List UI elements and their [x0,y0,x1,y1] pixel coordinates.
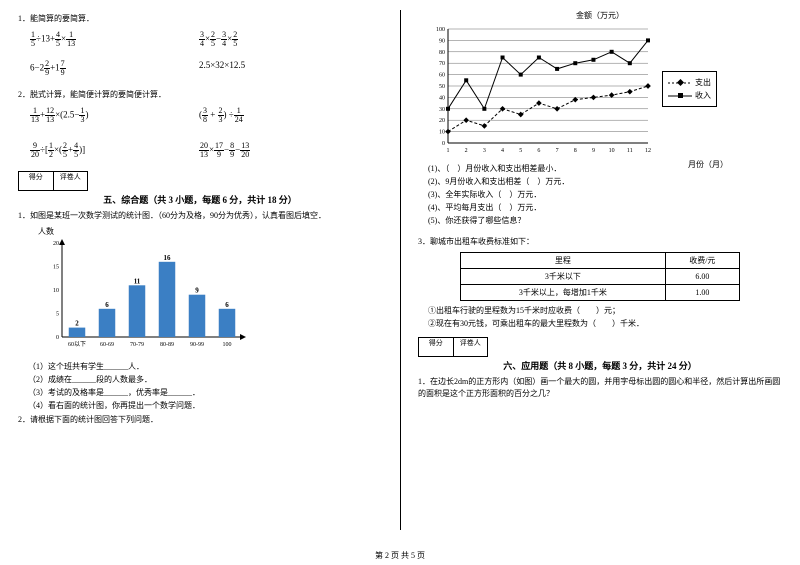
expr-2d: 2013×179−89−1320 [199,142,368,159]
svg-text:90: 90 [439,38,445,44]
expr-1b: 34×25−34×25 [199,31,368,48]
q2-title: 2．脱式计算，能简便计算的要简便计算． [18,89,382,101]
line-x-title: 月份（月） [688,159,728,170]
r0c1: 6.00 [665,269,739,285]
svg-text:11: 11 [134,277,141,285]
svg-text:4: 4 [501,148,504,154]
expr-2a: 113+1213×(2.5−13) [30,107,199,124]
svg-text:2: 2 [75,320,79,328]
svg-text:1: 1 [447,148,450,154]
svg-text:6: 6 [537,148,540,154]
svg-text:40: 40 [439,95,445,101]
r1c0: 3千米以上，每增加1千米 [461,285,666,301]
grader-label: 评卷人 [54,172,88,190]
svg-text:80-89: 80-89 [160,342,174,348]
legend: 支出 收入 [662,71,717,107]
grader-label-6: 评卷人 [454,338,488,356]
svg-text:60: 60 [439,73,445,79]
svg-text:9: 9 [592,148,595,154]
expr-1c: 6−229+179 [30,60,199,77]
r1c1: 1.00 [665,285,739,301]
line-sub-a: (1)、（ ）月份收入和支出相差最小． [428,163,782,174]
line-sub-c: (3)、全年实际收入（ ）万元． [428,189,782,200]
expr-2b: (38 + 23) ÷124 [199,107,368,124]
score-label-6: 得分 [419,338,454,356]
expr-2c: 920÷[12×(25+45)] [30,142,199,159]
svg-text:0: 0 [442,141,445,147]
svg-text:9: 9 [195,287,199,295]
sec6-q1: 1．在边长2dm的正方形内（如图）画一个最大的圆，并用字母标出圆的圆心和半径，然… [418,376,782,400]
svg-text:3: 3 [483,148,486,154]
svg-text:70-79: 70-79 [130,342,144,348]
svg-text:15: 15 [53,265,59,271]
r0c0: 3千米以下 [461,269,666,285]
q3-title: 3．聊城市出租车收费标准如下： [418,236,782,248]
q1-title: 1．能简算的要简算． [18,13,382,25]
scorebox-6: 得分 评卷人 [418,337,488,357]
th-mile: 里程 [461,253,666,269]
svg-text:50: 50 [439,84,445,90]
line-title: 金额（万元） [418,10,782,21]
svg-text:60-69: 60-69 [100,342,114,348]
th-fee: 收费/元 [665,253,739,269]
svg-text:12: 12 [645,148,651,154]
svg-text:0: 0 [56,335,59,341]
expr-1a: 15÷13+45×113 [30,31,199,48]
svg-text:90-99: 90-99 [190,342,204,348]
legend-expense: 支出 [695,77,711,88]
svg-text:20: 20 [439,118,445,124]
svg-text:2: 2 [465,148,468,154]
q3-sub-a: ①出租车行驶的里程数为15千米时应收费（ ）元； [428,305,782,316]
svg-text:6: 6 [105,301,109,309]
sec5-q1: 1．如图是某班一次数学测试的统计图．（60分为及格，90分为优秀），认真看图后填… [18,210,382,222]
line-sub-e: (5)、你还获得了哪些信息？ [428,215,782,226]
svg-text:16: 16 [164,254,172,262]
bar-chart: 0 5 10 15 20 2 60以下 6 60-69 11 70-79 16 80-89 9 90-99 6… [38,237,248,357]
svg-text:100: 100 [223,342,232,348]
section-5-title: 五、综合题（共 3 小题，每题 6 分，共计 18 分） [18,193,382,206]
page-footer: 第 2 页 共 5 页 [0,550,800,561]
svg-text:10: 10 [53,288,59,294]
svg-text:7: 7 [556,148,559,154]
sec5-sub-d: （4）看右面的统计图，你再提出一个数学问题． [28,400,382,411]
svg-text:8: 8 [574,148,577,154]
svg-text:5: 5 [56,312,59,318]
line-sub-d: (4)、平均每月支出（ ）万元． [428,202,782,213]
svg-text:10: 10 [609,148,615,154]
section-6-title: 六、应用题（共 8 小题，每题 3 分，共计 24 分） [418,359,782,372]
sec5-sub-a: （1）这个班共有学生______人． [28,361,382,372]
svg-text:100: 100 [436,27,445,33]
legend-income: 收入 [695,90,711,101]
scorebox-5: 得分 评卷人 [18,171,88,191]
line-chart: 0102030405060708090100123456789101112 [424,21,654,161]
right-column: 金额（万元） 010203040506070809010012345678910… [400,0,800,540]
expr-1d: 2.5×32×12.5 [199,60,368,77]
svg-text:6: 6 [225,301,229,309]
line-sub-b: (2)、9月份收入和支出相差（ ）万元． [428,176,782,187]
svg-text:30: 30 [439,107,445,113]
svg-text:20: 20 [53,241,59,247]
q3-sub-b: ②现在有30元钱，可乘出租车的最大里程数为（ ）千米． [428,318,782,329]
sec5-sub-b: （2）成绩在______段的人数最多． [28,374,382,385]
svg-text:80: 80 [439,50,445,56]
bar-y-title: 人数 [38,226,382,237]
sec5-q2: 2．请根据下面的统计图回答下列问题． [18,414,382,426]
svg-text:11: 11 [627,148,633,154]
svg-text:5: 5 [519,148,522,154]
svg-text:10: 10 [439,130,445,136]
svg-text:70: 70 [439,61,445,67]
svg-text:60以下: 60以下 [68,341,86,348]
sec5-sub-c: （3）考试的及格率是______，优秀率是______． [28,387,382,398]
left-column: 1．能简算的要简算． 15÷13+45×113 34×25−34×25 6−22… [0,0,400,540]
score-label: 得分 [19,172,54,190]
fare-table: 里程收费/元 3千米以下6.00 3千米以上，每增加1千米1.00 [460,252,740,301]
